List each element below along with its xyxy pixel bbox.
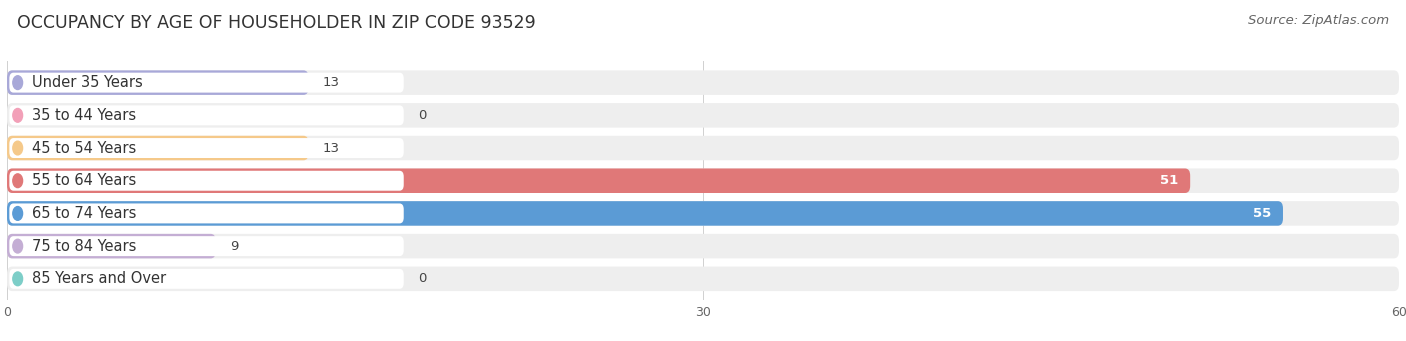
Text: 51: 51 bbox=[1160, 174, 1178, 187]
FancyBboxPatch shape bbox=[10, 269, 404, 289]
Text: OCCUPANCY BY AGE OF HOUSEHOLDER IN ZIP CODE 93529: OCCUPANCY BY AGE OF HOUSEHOLDER IN ZIP C… bbox=[17, 14, 536, 32]
Text: 0: 0 bbox=[418, 272, 426, 285]
Text: 65 to 74 Years: 65 to 74 Years bbox=[32, 206, 136, 221]
FancyBboxPatch shape bbox=[7, 201, 1399, 226]
Text: 55 to 64 Years: 55 to 64 Years bbox=[32, 173, 136, 188]
FancyBboxPatch shape bbox=[10, 236, 404, 256]
Text: 13: 13 bbox=[322, 142, 339, 154]
Text: 75 to 84 Years: 75 to 84 Years bbox=[32, 239, 136, 254]
Text: 13: 13 bbox=[322, 76, 339, 89]
FancyBboxPatch shape bbox=[7, 234, 217, 258]
Circle shape bbox=[13, 207, 22, 220]
FancyBboxPatch shape bbox=[7, 201, 1284, 226]
Text: Under 35 Years: Under 35 Years bbox=[32, 75, 142, 90]
Circle shape bbox=[13, 141, 22, 155]
FancyBboxPatch shape bbox=[10, 171, 404, 191]
FancyBboxPatch shape bbox=[7, 267, 1399, 291]
Text: Source: ZipAtlas.com: Source: ZipAtlas.com bbox=[1249, 14, 1389, 27]
Text: 45 to 54 Years: 45 to 54 Years bbox=[32, 140, 136, 155]
FancyBboxPatch shape bbox=[7, 103, 1399, 128]
Text: 35 to 44 Years: 35 to 44 Years bbox=[32, 108, 136, 123]
FancyBboxPatch shape bbox=[10, 138, 404, 158]
FancyBboxPatch shape bbox=[7, 168, 1399, 193]
FancyBboxPatch shape bbox=[7, 70, 309, 95]
Circle shape bbox=[13, 272, 22, 286]
FancyBboxPatch shape bbox=[10, 204, 404, 223]
Circle shape bbox=[13, 174, 22, 188]
FancyBboxPatch shape bbox=[7, 136, 309, 160]
Text: 0: 0 bbox=[418, 109, 426, 122]
FancyBboxPatch shape bbox=[7, 136, 1399, 160]
Circle shape bbox=[13, 239, 22, 253]
FancyBboxPatch shape bbox=[7, 168, 1191, 193]
FancyBboxPatch shape bbox=[7, 234, 1399, 258]
Text: 9: 9 bbox=[229, 240, 238, 253]
FancyBboxPatch shape bbox=[7, 70, 1399, 95]
Circle shape bbox=[13, 108, 22, 122]
Circle shape bbox=[13, 76, 22, 89]
Text: 55: 55 bbox=[1253, 207, 1271, 220]
Text: 85 Years and Over: 85 Years and Over bbox=[32, 271, 166, 286]
FancyBboxPatch shape bbox=[10, 73, 404, 93]
FancyBboxPatch shape bbox=[10, 105, 404, 125]
